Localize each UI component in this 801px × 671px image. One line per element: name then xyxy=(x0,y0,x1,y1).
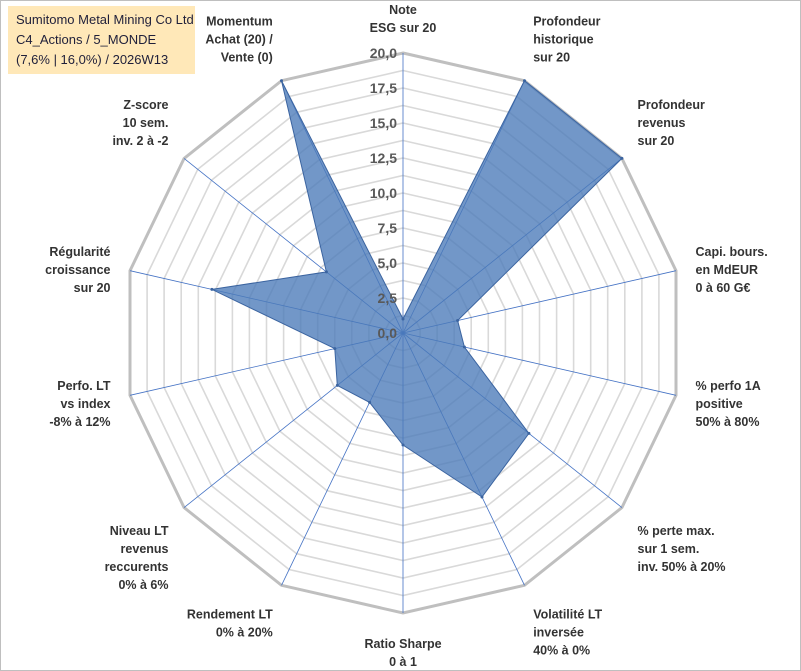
data-point xyxy=(324,270,328,274)
tick-label: 5,0 xyxy=(378,255,398,271)
tick-label: 2,5 xyxy=(378,290,398,306)
axis-label: % perfo 1A positive 50% à 80% xyxy=(696,379,761,429)
axis-label-line: en MdEUR xyxy=(696,263,759,277)
axis-label-line: Profondeur xyxy=(638,98,705,112)
axis-label-line: Régularité xyxy=(49,245,110,259)
tick-label: 15,0 xyxy=(370,115,397,131)
data-point xyxy=(480,495,484,499)
axis-label-line: inv. 50% à 20% xyxy=(638,560,726,574)
axis-label-line: Vente (0) xyxy=(221,51,273,65)
axis-label: Rendement LT 0% à 20% xyxy=(187,607,273,639)
title-category: C4_Actions / 5_MONDE xyxy=(16,32,157,47)
axis-label-line: positive xyxy=(696,397,743,411)
data-point xyxy=(335,383,339,387)
axis-label-line: Perfo. LT xyxy=(57,379,111,393)
tick-label: 0,0 xyxy=(378,325,398,341)
axis-label: Volatilité LT inversée 40% à 0% xyxy=(533,607,602,657)
axis-label-line: 40% à 0% xyxy=(533,643,590,657)
axis-label-line: inv. 2 à -2 xyxy=(112,134,168,148)
axis-label-line: Volatilité LT xyxy=(533,607,602,621)
axis-label-line: Ratio Sharpe xyxy=(364,637,441,651)
axis-label-line: Rendement LT xyxy=(187,607,273,621)
axis-label-line: sur 20 xyxy=(638,134,675,148)
axis-label-line: sur 20 xyxy=(74,281,111,295)
axis-label: Profondeur historique sur 20 xyxy=(533,15,600,65)
tick-label: 10,0 xyxy=(370,185,397,201)
data-point xyxy=(523,79,526,83)
axis-label-line: Z-score xyxy=(123,98,168,112)
axis-label: Perfo. LT vs index -8% à 12% xyxy=(49,379,111,429)
axis-label-line: sur 1 sem. xyxy=(638,542,700,556)
axis-label: Momentum Achat (20) / Vente (0) xyxy=(205,15,273,65)
axis-label-line: croissance xyxy=(45,263,110,277)
axis-label-line: revenus xyxy=(638,116,686,130)
data-point xyxy=(333,347,337,351)
axis-label-line: revenus xyxy=(121,542,169,556)
axis-label-line: historique xyxy=(533,33,593,47)
axis-label: Note ESG sur 20 xyxy=(370,3,437,35)
data-point xyxy=(620,156,624,160)
data-point xyxy=(462,345,466,349)
tick-label: 17,5 xyxy=(370,80,397,96)
axis-label-line: Momentum xyxy=(206,15,273,29)
axis-label-line: inversée xyxy=(533,625,584,639)
axis-label-line: reccurents xyxy=(105,560,169,574)
axis-label-line: Niveau LT xyxy=(110,524,169,538)
axis-label-line: Profondeur xyxy=(533,15,600,29)
axis-label-line: vs index xyxy=(60,397,110,411)
axis-label: Z-score 10 sem. inv. 2 à -2 xyxy=(112,98,168,148)
axis-label: Régularité croissance sur 20 xyxy=(45,245,110,295)
axis-label-line: ESG sur 20 xyxy=(370,21,437,35)
radar-series xyxy=(210,79,624,499)
axis-label: Ratio Sharpe 0 à 1 xyxy=(364,637,441,669)
axis-label-line: -8% à 12% xyxy=(49,415,110,429)
title-stats: (7,6% | 16,0%) / 2026W13 xyxy=(16,52,169,67)
axis-label-line: 0 à 60 G€ xyxy=(696,281,751,295)
data-point xyxy=(210,287,214,291)
data-point xyxy=(527,431,531,435)
axis-label: % perte max. sur 1 sem. inv. 50% à 20% xyxy=(638,524,726,574)
axis-label: Profondeur revenus sur 20 xyxy=(638,98,705,148)
axis-label-line: Capi. bours. xyxy=(696,245,768,259)
tick-label: 20,0 xyxy=(370,45,397,61)
tick-label: 12,5 xyxy=(370,150,397,166)
data-point xyxy=(368,400,372,404)
axis-label-line: % perte max. xyxy=(638,524,715,538)
axis-label-line: % perfo 1A xyxy=(696,379,761,393)
axis-label-line: 50% à 80% xyxy=(696,415,760,429)
chart-title-box: Sumitomo Metal Mining Co Ltd C4_Actions … xyxy=(8,6,195,74)
data-point xyxy=(280,79,283,83)
axis-label-line: 0% à 6% xyxy=(118,578,168,592)
axis-label-line: 0% à 20% xyxy=(216,625,273,639)
data-point xyxy=(401,317,405,321)
axis-label-line: 0 à 1 xyxy=(389,655,417,669)
axis-label-line: 10 sem. xyxy=(123,116,169,130)
tick-label: 7,5 xyxy=(378,220,398,236)
axis-labels: Note ESG sur 20 Profondeur historique sur 20… xyxy=(45,3,768,669)
data-point xyxy=(401,443,405,447)
axis-label-line: Achat (20) / xyxy=(205,33,273,47)
axis-label: Capi. bours. en MdEUR 0 à 60 G€ xyxy=(696,245,768,295)
title-company: Sumitomo Metal Mining Co Ltd xyxy=(16,12,194,27)
axis-label-line: Note xyxy=(389,3,417,17)
axis-label: Niveau LT revenus reccurents 0% à 6% xyxy=(105,524,169,592)
data-point xyxy=(456,319,460,322)
axis-label-line: sur 20 xyxy=(533,51,570,65)
radial-tick-labels: 0,0 2,5 5,0 7,5 10,0 12,5 15,0 17,5 20,0 xyxy=(370,45,397,341)
